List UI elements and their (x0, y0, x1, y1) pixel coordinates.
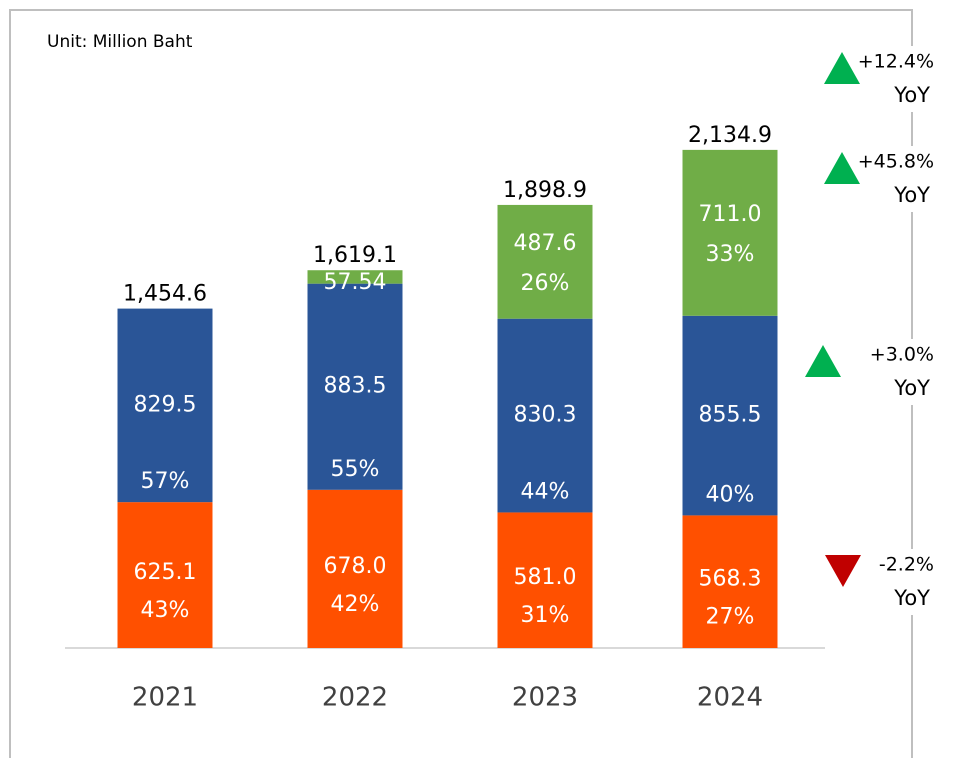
bar-segment (117, 308, 213, 503)
share-label: 33% (706, 242, 755, 267)
yoy-sub: YoY (893, 183, 930, 207)
unit-label: Unit: Million Baht (47, 32, 193, 52)
share-label: 27% (706, 605, 755, 630)
total-label: 1,898.9 (503, 178, 587, 203)
share-label: 43% (141, 598, 190, 623)
yoy-value: +3.0% (870, 344, 934, 366)
yoy-value: -2.2% (879, 554, 934, 576)
yoy-arrow (824, 52, 860, 84)
yoy-arrow (825, 555, 861, 587)
x-tick-label: 2022 (322, 683, 388, 713)
share-label: 55% (331, 457, 380, 482)
bar-segment (682, 315, 778, 516)
share-label: 42% (331, 592, 380, 617)
share-label: 40% (706, 482, 755, 507)
x-tick-label: 2024 (697, 683, 763, 713)
value-label: 581.0 (514, 565, 577, 590)
bar-segment (117, 502, 213, 648)
share-label: 57% (141, 469, 190, 494)
value-label: 830.3 (514, 403, 577, 428)
yoy-sub: YoY (893, 376, 930, 400)
share-label: 44% (521, 479, 570, 504)
bar-segment (682, 515, 778, 648)
value-label: 711.0 (699, 202, 762, 227)
share-label: 26% (521, 271, 570, 296)
bar-segment (682, 149, 778, 316)
value-label: 57.54 (324, 270, 387, 295)
yoy-sub: YoY (893, 83, 930, 107)
value-label: 829.5 (134, 392, 197, 417)
yoy-value: +45.8% (858, 151, 934, 173)
yoy-arrow (824, 152, 860, 184)
x-tick-label: 2021 (132, 683, 198, 713)
yoy-sub: YoY (893, 586, 930, 610)
annotation-bg (862, 46, 958, 112)
yoy-value: +12.4% (858, 51, 934, 73)
annotation-bg (862, 146, 958, 212)
value-label: 487.6 (514, 231, 577, 256)
bar-segment (307, 270, 403, 284)
annotation-bg (862, 549, 958, 615)
bar-segment (307, 283, 403, 490)
value-label: 883.5 (324, 374, 387, 399)
bar-segment (497, 204, 593, 319)
yoy-arrow (805, 345, 841, 377)
x-tick-label: 2023 (512, 683, 578, 713)
value-label: 678.0 (324, 554, 387, 579)
bar-segment (497, 512, 593, 648)
share-label: 31% (521, 603, 570, 628)
annotation-bg (862, 339, 958, 405)
value-label: 568.3 (699, 567, 762, 592)
total-label: 1,619.1 (313, 243, 397, 268)
bar-segment (307, 489, 403, 648)
total-label: 1,454.6 (123, 282, 207, 307)
value-label: 855.5 (699, 403, 762, 428)
total-label: 2,134.9 (688, 123, 772, 148)
bar-segment (497, 318, 593, 513)
value-label: 625.1 (134, 560, 197, 585)
